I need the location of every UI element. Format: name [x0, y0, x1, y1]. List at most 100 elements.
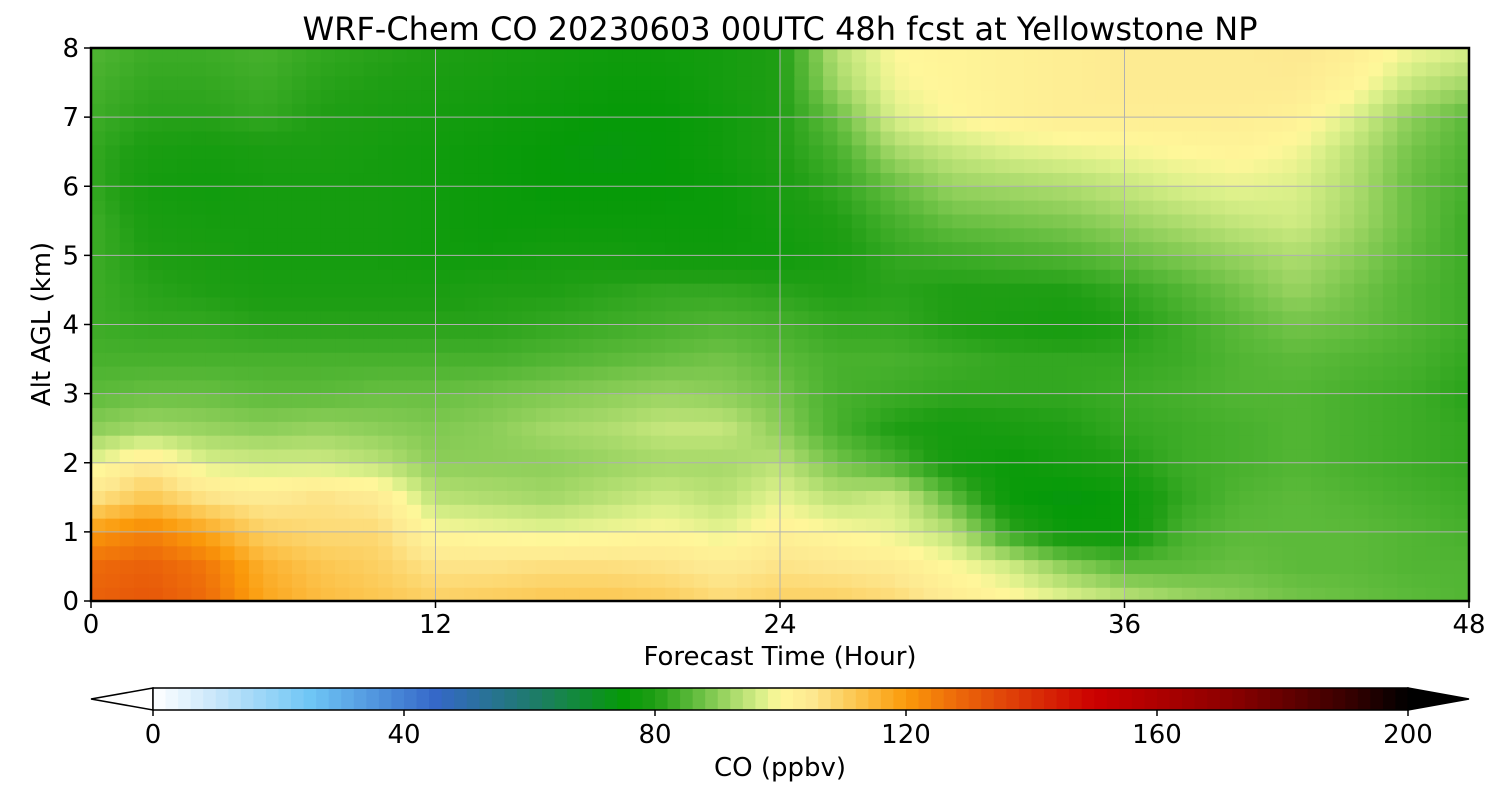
- heatmap-cell: [492, 324, 508, 339]
- heatmap-cell: [952, 490, 968, 505]
- heatmap-cell: [205, 324, 221, 339]
- heatmap-cell: [320, 172, 336, 187]
- heatmap-cell: [808, 213, 824, 229]
- heatmap-cell: [1024, 48, 1039, 63]
- heatmap-cell: [1167, 48, 1183, 63]
- heatmap-cell: [421, 200, 437, 215]
- heatmap-cell: [1124, 213, 1140, 229]
- heatmap-cell: [794, 504, 810, 519]
- heatmap-cell: [665, 421, 681, 436]
- heatmap-cell: [1368, 393, 1384, 409]
- heatmap-cell: [1339, 213, 1355, 229]
- heatmap-cell: [1052, 531, 1068, 547]
- heatmap-cell: [392, 200, 408, 215]
- heatmap-cell: [248, 75, 264, 91]
- heatmap-cell: [593, 462, 609, 478]
- heatmap-cell: [1311, 227, 1327, 243]
- heatmap-cell: [464, 144, 480, 160]
- heatmap-cell: [909, 103, 925, 118]
- heatmap-cell: [1038, 573, 1054, 588]
- colorbar-extend-max: [1407, 687, 1470, 711]
- heatmap-cell: [593, 545, 609, 561]
- heatmap-cell: [435, 200, 451, 215]
- heatmap-cell: [1368, 365, 1384, 381]
- heatmap-cell: [937, 559, 953, 574]
- heatmap-cell: [1440, 200, 1456, 215]
- heatmap-cell: [1081, 338, 1097, 353]
- heatmap-cell: [1411, 310, 1427, 326]
- heatmap-cell: [1181, 352, 1197, 367]
- heatmap-cell: [177, 573, 193, 588]
- heatmap-cell: [966, 144, 982, 160]
- heatmap-cell: [1038, 200, 1054, 215]
- heatmap-cell: [808, 158, 824, 174]
- heatmap-cell: [722, 227, 738, 243]
- heatmap-cell: [937, 158, 953, 174]
- heatmap-cell: [1339, 48, 1355, 63]
- heatmap-cell: [162, 407, 178, 422]
- heatmap-cell: [435, 490, 451, 505]
- heatmap-cell: [794, 448, 810, 464]
- heatmap-cell: [1052, 587, 1068, 602]
- heatmap-cell: [177, 490, 193, 505]
- heatmap-cell: [378, 241, 394, 256]
- heatmap-cell: [937, 283, 953, 298]
- heatmap-cell: [291, 89, 307, 104]
- heatmap-cell: [306, 490, 322, 505]
- heatmap-cell: [191, 545, 207, 561]
- heatmap-cell: [1425, 144, 1441, 160]
- heatmap-cell: [1038, 531, 1054, 547]
- heatmap-cell: [693, 255, 709, 270]
- heatmap-cell: [1110, 117, 1126, 132]
- heatmap-cell: [1268, 241, 1283, 256]
- heatmap-cell: [851, 545, 867, 561]
- heatmap-cell: [177, 103, 193, 118]
- heatmap-cell: [1239, 103, 1255, 118]
- heatmap-cell: [1167, 435, 1183, 450]
- heatmap-cell: [1311, 545, 1327, 561]
- heatmap-cell: [1024, 352, 1039, 367]
- heatmap-cell: [1397, 518, 1413, 533]
- heatmap-cell: [966, 559, 982, 574]
- heatmap-cell: [1196, 158, 1212, 174]
- heatmap-cell: [765, 213, 781, 229]
- heatmap-cell: [808, 89, 824, 104]
- heatmap-cell: [1268, 379, 1283, 395]
- heatmap-cell: [1339, 61, 1355, 77]
- heatmap-cell: [521, 338, 537, 353]
- heatmap-cell: [1368, 448, 1384, 464]
- heatmap-cell: [665, 227, 681, 243]
- heatmap-cell: [923, 158, 939, 174]
- heatmap-cell: [191, 48, 207, 63]
- heatmap-cell: [937, 130, 953, 146]
- heatmap-cell: [521, 103, 537, 118]
- heatmap-cell: [134, 89, 150, 104]
- colorbar-tick-label: 200: [1383, 720, 1433, 750]
- heatmap-cell: [1397, 587, 1413, 602]
- heatmap-cell: [679, 117, 695, 132]
- heatmap-cell: [349, 504, 365, 519]
- heatmap-cell: [1239, 476, 1255, 491]
- heatmap-cell: [263, 130, 279, 146]
- heatmap-cell: [1009, 365, 1025, 381]
- heatmap-cell: [1038, 559, 1054, 574]
- heatmap-cell: [464, 393, 480, 409]
- heatmap-cell: [1024, 587, 1039, 602]
- heatmap-cell: [736, 490, 752, 505]
- heatmap-cell: [521, 435, 537, 450]
- heatmap-cell: [708, 310, 724, 326]
- heatmap-cell: [464, 379, 480, 395]
- heatmap-cell: [751, 324, 767, 339]
- heatmap-cell: [909, 75, 925, 91]
- heatmap-cell: [1325, 283, 1341, 298]
- heatmap-cell: [363, 255, 379, 270]
- heatmap-cell: [1268, 130, 1283, 146]
- heatmap-cell: [693, 504, 709, 519]
- heatmap-cell: [220, 255, 236, 270]
- heatmap-cell: [1138, 117, 1154, 132]
- heatmap-cell: [1239, 144, 1255, 160]
- heatmap-cell: [579, 338, 594, 353]
- heatmap-cell: [1081, 531, 1097, 547]
- heatmap-cell: [1081, 158, 1097, 174]
- heatmap-cell: [435, 476, 451, 491]
